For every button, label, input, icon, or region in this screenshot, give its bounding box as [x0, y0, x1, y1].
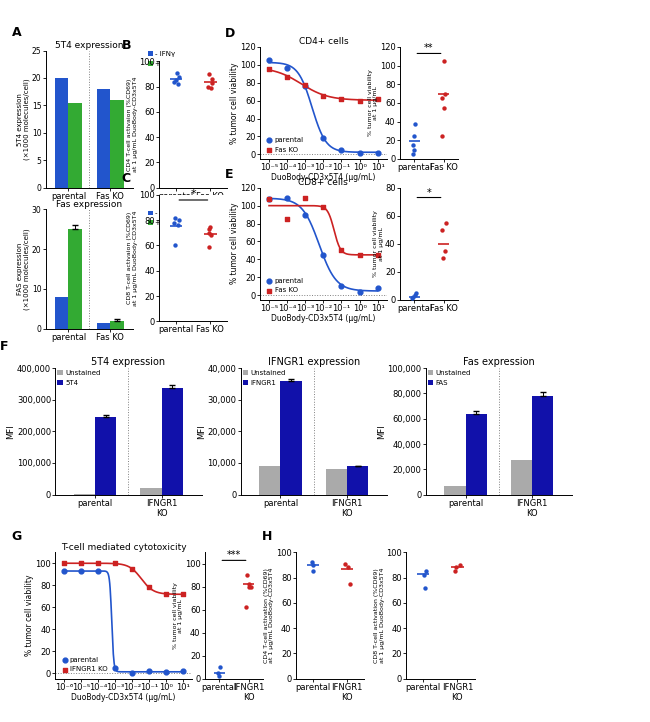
X-axis label: DuoBody-CD3x5T4 (μg/mL): DuoBody-CD3x5T4 (μg/mL)	[72, 693, 176, 703]
Point	[215, 661, 226, 673]
Point	[213, 667, 223, 679]
Point	[344, 578, 355, 590]
X-axis label: DuoBody-CD3x5T4 (μg/mL): DuoBody-CD3x5T4 (μg/mL)	[271, 173, 376, 183]
Fas KO	[336, 245, 346, 256]
Point	[242, 570, 253, 581]
Text: E: E	[224, 168, 233, 180]
Text: **: **	[424, 43, 434, 53]
Legend: Unstained, FAS: Unstained, FAS	[428, 370, 471, 386]
Point	[170, 74, 181, 86]
Bar	[111, 100, 124, 188]
Bar	[55, 297, 68, 329]
Y-axis label: CD4 T-cell activaion (%CD69)
at 1 μg/mL DuoBody-CD3x5T4: CD4 T-cell activaion (%CD69) at 1 μg/mL …	[127, 77, 138, 173]
Fas KO	[264, 193, 274, 205]
Point	[170, 240, 180, 251]
Point	[440, 245, 450, 256]
Point	[206, 73, 216, 84]
Point	[450, 562, 461, 573]
IFNGR1 KO	[178, 588, 188, 600]
Point	[170, 212, 180, 224]
Point	[203, 81, 213, 92]
Y-axis label: MFI: MFI	[197, 424, 206, 439]
Point	[440, 88, 450, 100]
Point	[439, 102, 449, 113]
Bar	[55, 78, 68, 188]
Bar	[74, 494, 95, 495]
Legend: Unstained, IFNGR1: Unstained, IFNGR1	[242, 370, 285, 386]
parental	[75, 565, 86, 577]
Text: A: A	[12, 26, 22, 39]
Point	[307, 565, 318, 577]
Y-axis label: 5T4 expression
(×1000 molecules/cell): 5T4 expression (×1000 molecules/cell)	[17, 78, 31, 160]
Fas KO	[282, 213, 293, 225]
parental	[318, 249, 328, 261]
Y-axis label: CD8 T-cell activation (%CD69)
at 1 μg/mL DuoBody-CD3x5T4: CD8 T-cell activation (%CD69) at 1 μg/mL…	[374, 567, 385, 664]
Point	[204, 241, 214, 253]
Legend: Unstained, 5T4: Unstained, 5T4	[57, 370, 100, 386]
Title: 5T4 expression: 5T4 expression	[55, 40, 124, 50]
parental	[110, 662, 120, 674]
Point	[410, 290, 420, 301]
Point	[205, 221, 215, 232]
Legend: parental, Fas KO: parental, Fas KO	[263, 134, 307, 155]
parental	[372, 282, 383, 294]
Point	[409, 144, 419, 155]
Bar	[280, 381, 302, 495]
Fas KO	[282, 71, 293, 83]
Text: *: *	[426, 188, 432, 198]
Point	[244, 581, 255, 593]
X-axis label: DuoBody-CD3x5T4 (μg/mL): DuoBody-CD3x5T4 (μg/mL)	[271, 314, 376, 323]
Point	[411, 287, 422, 298]
parental	[127, 667, 137, 679]
Y-axis label: % tumor cell viability: % tumor cell viability	[25, 575, 34, 656]
Fas KO	[354, 249, 365, 261]
Y-axis label: CD4 T-cell activation (%CD69)
at 1 μg/mL DuoBody-CD3x5T4: CD4 T-cell activation (%CD69) at 1 μg/mL…	[264, 567, 274, 664]
Point	[205, 230, 216, 241]
parental	[93, 565, 103, 577]
Fas KO	[318, 201, 328, 213]
IFNGR1 KO	[75, 557, 86, 569]
Point	[214, 671, 224, 682]
Fas KO	[372, 93, 383, 105]
Y-axis label: % tumor cell viability
at 1 μg/mL: % tumor cell viability at 1 μg/mL	[368, 69, 378, 136]
Bar	[68, 103, 82, 188]
Bar	[532, 396, 553, 495]
Point	[450, 565, 460, 577]
Bar	[347, 466, 368, 495]
Title: IFNGR1 expression: IFNGR1 expression	[268, 357, 359, 367]
Text: D: D	[224, 27, 235, 40]
Text: B: B	[122, 38, 131, 52]
Point	[308, 559, 318, 570]
Bar	[259, 466, 280, 495]
Title: Fas expression: Fas expression	[57, 199, 122, 209]
Y-axis label: % tumor cell viability: % tumor cell viability	[229, 62, 239, 144]
Bar	[465, 414, 487, 495]
Title: 5T4 expression: 5T4 expression	[91, 357, 166, 367]
Title: CD8+ cells: CD8+ cells	[298, 178, 348, 187]
parental	[372, 147, 383, 158]
Text: *: *	[190, 189, 196, 199]
Bar	[326, 469, 347, 495]
Point	[408, 291, 418, 303]
Point	[307, 557, 317, 568]
Y-axis label: FAS expression
(×1000 molecules/cell): FAS expression (×1000 molecules/cell)	[17, 228, 30, 310]
Point	[408, 139, 419, 151]
Point	[169, 76, 179, 87]
parental	[318, 132, 328, 144]
parental	[178, 665, 188, 677]
Point	[204, 223, 214, 235]
Point	[343, 562, 354, 573]
IFNGR1 KO	[161, 588, 172, 600]
Fas KO	[372, 249, 383, 261]
Point	[437, 92, 447, 104]
Point	[441, 217, 451, 228]
Bar	[140, 488, 162, 495]
parental	[354, 147, 365, 158]
Fas KO	[264, 64, 274, 75]
Point	[340, 558, 350, 570]
Text: C: C	[122, 173, 131, 186]
Bar	[111, 321, 124, 329]
Fas KO	[354, 95, 365, 106]
Point	[437, 252, 448, 264]
Text: H: H	[261, 530, 272, 543]
